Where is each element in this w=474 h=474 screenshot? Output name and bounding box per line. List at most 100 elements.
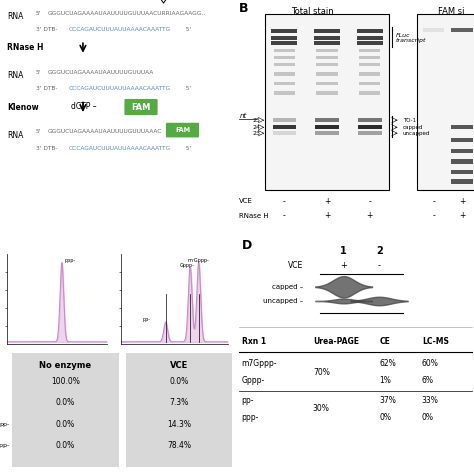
Text: +: + [324, 211, 330, 220]
Text: 3' DTB-: 3' DTB- [36, 86, 57, 91]
Text: CCCAGAUCUUUAUUAAAACAAATTG: CCCAGAUCUUUAUUAAAACAAATTG [69, 86, 171, 91]
Bar [316, 49, 337, 52]
Text: pp-: pp- [0, 422, 9, 427]
Text: RNase H: RNase H [7, 44, 44, 53]
Text: m7Gppp-: m7Gppp- [242, 359, 277, 368]
Text: 0.0%: 0.0% [55, 420, 75, 428]
Bar [358, 118, 382, 122]
Bar [417, 14, 474, 190]
Text: LC-MS: LC-MS [422, 337, 449, 346]
Text: GGGUCUAGAAAAUAAUUUUGUUUAACURRIAAGAAGG..: GGGUCUAGAAAAUAAUUUUGUUUAACURRIAAGAAGG.. [47, 10, 206, 16]
Bar [356, 29, 383, 33]
Bar [271, 41, 298, 45]
Bar [273, 131, 296, 135]
Text: 1%: 1% [379, 376, 391, 385]
Text: FAM: FAM [131, 102, 151, 111]
Bar [359, 72, 380, 76]
Text: 33%: 33% [422, 396, 439, 405]
Bar [359, 91, 380, 95]
Text: -: - [432, 197, 435, 206]
Bar [451, 180, 473, 184]
Bar [315, 131, 339, 135]
Bar [126, 353, 232, 467]
Bar [451, 125, 473, 129]
Text: Rxn 1: Rxn 1 [242, 337, 266, 346]
Text: Klenow: Klenow [7, 103, 39, 112]
Bar [316, 72, 337, 76]
FancyBboxPatch shape [124, 99, 157, 115]
Text: 70%: 70% [313, 368, 330, 376]
Bar [273, 118, 296, 122]
Text: uncapped –: uncapped – [263, 298, 303, 304]
Text: -: - [432, 211, 435, 220]
Text: uncapped: uncapped [403, 131, 430, 136]
Bar [359, 49, 380, 52]
Text: VCE: VCE [170, 361, 188, 370]
Text: RNA: RNA [7, 131, 24, 139]
Bar [358, 131, 382, 135]
Text: dCTP –: dCTP – [71, 101, 97, 110]
Bar [359, 56, 380, 59]
Text: 0.0%: 0.0% [169, 377, 189, 386]
Text: VCE: VCE [288, 261, 303, 270]
Bar [451, 138, 473, 142]
Bar [451, 159, 473, 164]
Text: 25: 25 [253, 118, 261, 123]
Text: capped: capped [403, 125, 423, 130]
Bar [359, 82, 380, 85]
Text: No enzyme: No enzyme [39, 361, 91, 370]
Text: pp-: pp- [242, 396, 254, 405]
Text: Gppp-: Gppp- [242, 376, 265, 385]
Text: B: B [239, 2, 249, 15]
Text: 30%: 30% [313, 404, 330, 413]
Text: 37%: 37% [379, 396, 396, 405]
Bar [314, 41, 340, 45]
Text: 62%: 62% [379, 359, 396, 368]
Bar [265, 14, 389, 190]
Bar [12, 353, 118, 467]
Text: RNA: RNA [7, 72, 24, 80]
Text: 0.0%: 0.0% [55, 441, 75, 450]
Text: 100.0%: 100.0% [51, 377, 80, 386]
Bar [274, 63, 295, 66]
Text: 5': 5' [182, 86, 192, 91]
Text: D: D [242, 239, 252, 252]
Bar [423, 27, 445, 32]
Bar [274, 72, 295, 76]
Bar [315, 118, 339, 122]
Text: 3' DTB-: 3' DTB- [36, 146, 57, 151]
Bar [316, 63, 337, 66]
Bar [315, 125, 339, 129]
Text: nt: nt [239, 113, 246, 119]
Bar [274, 49, 295, 52]
Text: 14.3%: 14.3% [167, 420, 191, 428]
Text: Total stain: Total stain [292, 7, 334, 16]
Bar [316, 91, 337, 95]
Text: 7.3%: 7.3% [169, 399, 189, 407]
Text: 5': 5' [36, 10, 41, 16]
Text: RNase H: RNase H [239, 213, 269, 219]
Bar [273, 125, 296, 129]
Text: 0.0%: 0.0% [55, 399, 75, 407]
Text: capped –: capped – [272, 284, 303, 290]
Text: VCE: VCE [239, 199, 253, 204]
Bar [274, 91, 295, 95]
Text: +: + [366, 211, 373, 220]
Text: FAM: FAM [175, 127, 190, 133]
Bar [451, 149, 473, 153]
Text: 3' DTB-: 3' DTB- [36, 27, 57, 32]
Text: +: + [459, 197, 465, 206]
Text: 23: 23 [253, 131, 261, 136]
Text: GGGUCUAGAAAAUAAUUUUGUUUAA: GGGUCUAGAAAAUAAUUUUGUUUAA [47, 70, 154, 75]
Text: 78.4%: 78.4% [167, 441, 191, 450]
Bar [274, 56, 295, 59]
Text: 0%: 0% [422, 413, 434, 421]
Bar [451, 170, 473, 174]
Text: -: - [283, 197, 286, 206]
Text: +: + [324, 197, 330, 206]
FancyBboxPatch shape [166, 123, 199, 137]
Bar [271, 36, 298, 40]
Text: 2: 2 [376, 246, 383, 256]
Bar [356, 41, 383, 45]
Bar [316, 82, 337, 85]
